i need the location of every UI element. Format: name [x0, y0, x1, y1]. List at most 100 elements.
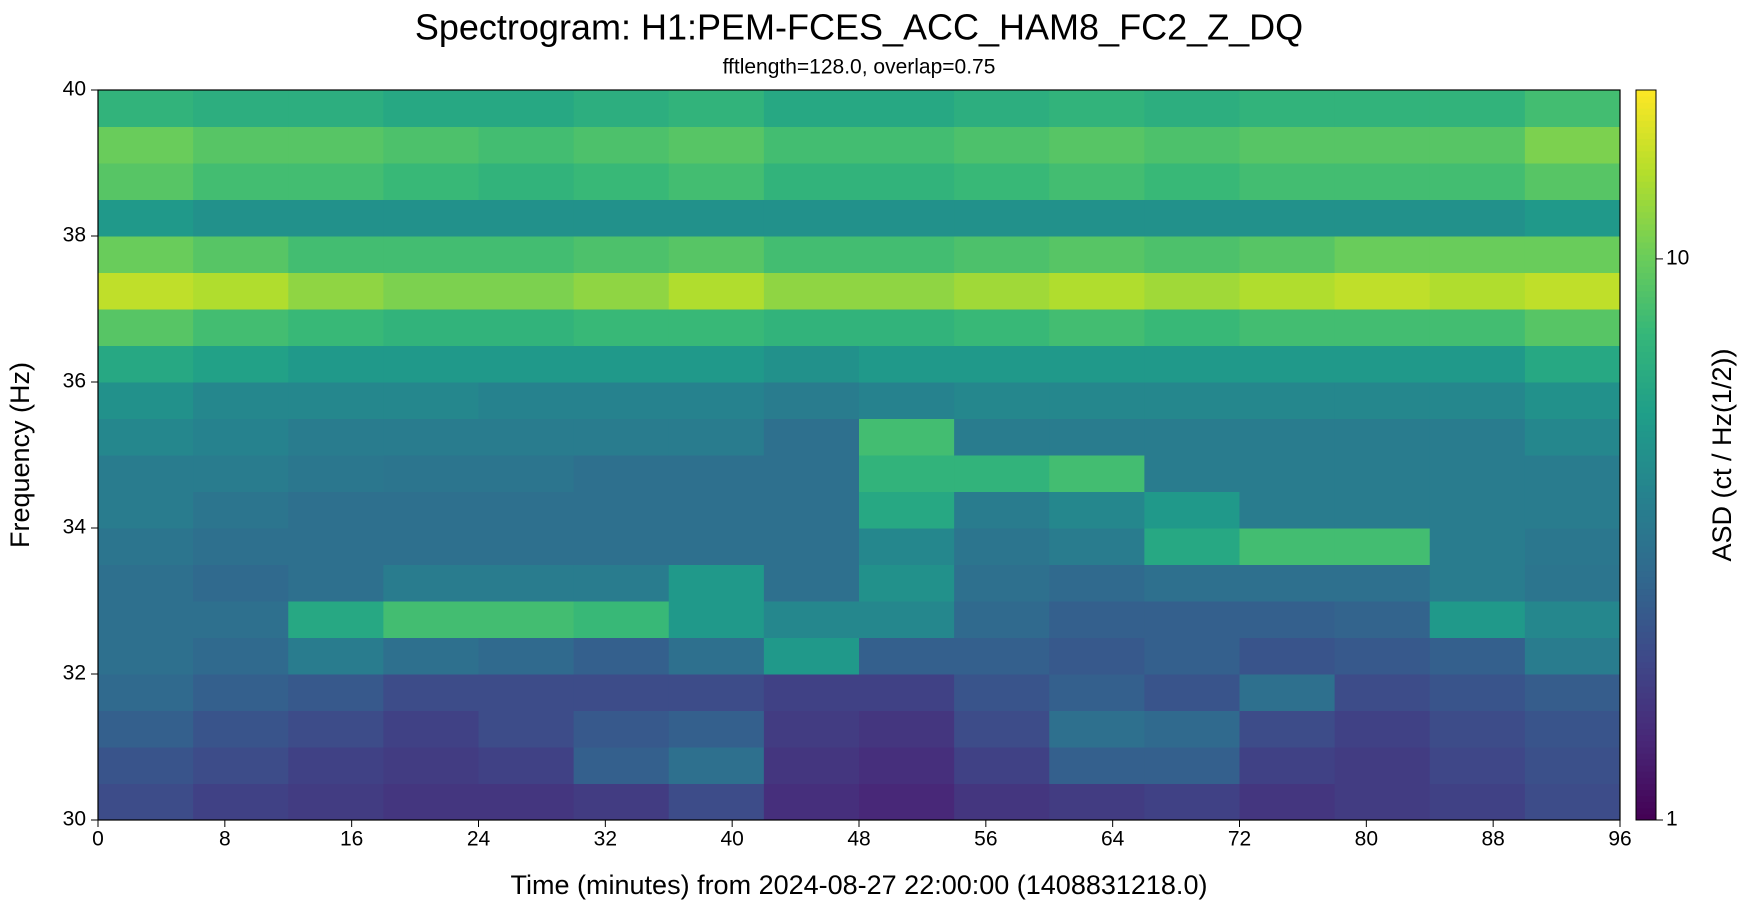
heatmap-cell — [668, 747, 765, 784]
colorbar-swatch — [1636, 783, 1656, 791]
heatmap-cell — [98, 710, 194, 748]
heatmap-cell — [1429, 601, 1526, 638]
heatmap-cell — [98, 455, 194, 492]
heatmap-cell — [1144, 345, 1240, 383]
heatmap-cell — [1524, 345, 1621, 383]
heatmap-cell — [1144, 309, 1240, 346]
colorbar-swatch — [1636, 375, 1656, 383]
heatmap-cell — [668, 163, 765, 200]
colorbar-swatch — [1636, 442, 1656, 450]
heatmap-cell — [98, 309, 194, 346]
heatmap-cell — [478, 455, 575, 492]
colorbar-swatch — [1636, 789, 1656, 797]
heatmap-cell — [1239, 710, 1336, 748]
heatmap-cell — [1334, 783, 1431, 821]
heatmap-cell — [1334, 564, 1431, 602]
heatmap-cell — [1239, 491, 1336, 529]
heatmap-cell — [1334, 345, 1431, 383]
colorbar-swatch — [1636, 491, 1656, 499]
x-tick-label: 16 — [340, 828, 363, 851]
colorbar-swatch — [1636, 302, 1656, 310]
heatmap-cell — [1144, 418, 1240, 456]
heatmap-cell — [954, 637, 1050, 675]
colorbar-swatch — [1636, 266, 1656, 273]
heatmap-cell — [859, 601, 955, 638]
heatmap-cell — [668, 345, 765, 383]
colorbar-swatch — [1636, 315, 1656, 322]
heatmap-cell — [763, 309, 860, 346]
heatmap-cell — [763, 747, 860, 784]
heatmap-cell — [1334, 236, 1431, 273]
heatmap-cell — [954, 345, 1050, 383]
heatmap-cell — [1239, 90, 1336, 127]
heatmap-cell — [1239, 272, 1336, 310]
heatmap-cell — [1049, 601, 1145, 638]
colorbar-swatch — [1636, 698, 1656, 705]
heatmap-cell — [288, 272, 384, 310]
heatmap-cell — [954, 674, 1050, 711]
heatmap-cell — [1049, 491, 1145, 529]
heatmap-cell — [193, 345, 289, 383]
heatmap-cell — [1429, 455, 1526, 492]
colorbar-swatch — [1636, 601, 1656, 608]
colorbar-swatch — [1636, 418, 1656, 426]
colorbar-swatch — [1636, 199, 1656, 207]
heatmap-cell — [668, 783, 765, 821]
colorbar-swatch — [1636, 734, 1656, 742]
colorbar-swatch — [1636, 424, 1656, 432]
heatmap-cell — [383, 710, 479, 748]
heatmap-cell — [193, 783, 289, 821]
heatmap-cell — [383, 747, 479, 784]
heatmap-cell — [288, 126, 384, 164]
heatmap-cell — [193, 272, 289, 310]
colorbar-swatch — [1636, 217, 1656, 225]
heatmap-cell — [859, 747, 955, 784]
colorbar-swatch — [1636, 351, 1656, 359]
colorbar-swatch — [1636, 430, 1656, 438]
colorbar-swatch — [1636, 284, 1656, 292]
heatmap-cell — [859, 272, 955, 310]
heatmap-cell — [1049, 236, 1145, 273]
heatmap-cell — [668, 564, 765, 602]
heatmap-cell — [288, 455, 384, 492]
x-tick-label: 40 — [720, 828, 743, 851]
heatmap-cell — [1524, 601, 1621, 638]
x-tick-label: 56 — [974, 828, 997, 851]
heatmap-cell — [573, 345, 670, 383]
heatmap-cell — [763, 236, 860, 273]
heatmap-cell — [288, 564, 384, 602]
heatmap-cell — [193, 126, 289, 164]
heatmap-cell — [1429, 674, 1526, 711]
colorbar-swatch — [1636, 637, 1656, 645]
heatmap-cell — [98, 637, 194, 675]
colorbar-swatch — [1636, 716, 1656, 724]
colorbar-swatch — [1636, 570, 1656, 578]
heatmap-cell — [1429, 236, 1526, 273]
heatmap-cell — [1524, 309, 1621, 346]
colorbar-swatch — [1636, 692, 1656, 699]
chart-title: Spectrogram: H1:PEM-FCES_ACC_HAM8_FC2_Z_… — [415, 7, 1303, 48]
heatmap-cell — [1334, 528, 1431, 565]
heatmap-cell — [763, 528, 860, 565]
heatmap-cell — [193, 710, 289, 748]
heatmap-cell — [1334, 747, 1431, 784]
colorbar-swatch — [1636, 242, 1656, 249]
heatmap-cell — [98, 382, 194, 419]
heatmap-cell — [954, 747, 1050, 784]
heatmap-cell — [1334, 674, 1431, 711]
heatmap-cell — [1524, 528, 1621, 565]
heatmap-cell — [859, 528, 955, 565]
colorbar-swatch — [1636, 321, 1656, 328]
heatmap-cell — [954, 236, 1050, 273]
heatmap-cell — [1144, 601, 1240, 638]
heatmap-cell — [1239, 236, 1336, 273]
colorbar-swatch — [1636, 747, 1656, 754]
heatmap-cell — [383, 272, 479, 310]
heatmap-cell — [954, 783, 1050, 821]
heatmap-cell — [383, 382, 479, 419]
heatmap-cell — [573, 491, 670, 529]
heatmap-cell — [98, 126, 194, 164]
heatmap-cell — [573, 199, 670, 237]
y-tick-label: 30 — [63, 808, 86, 831]
